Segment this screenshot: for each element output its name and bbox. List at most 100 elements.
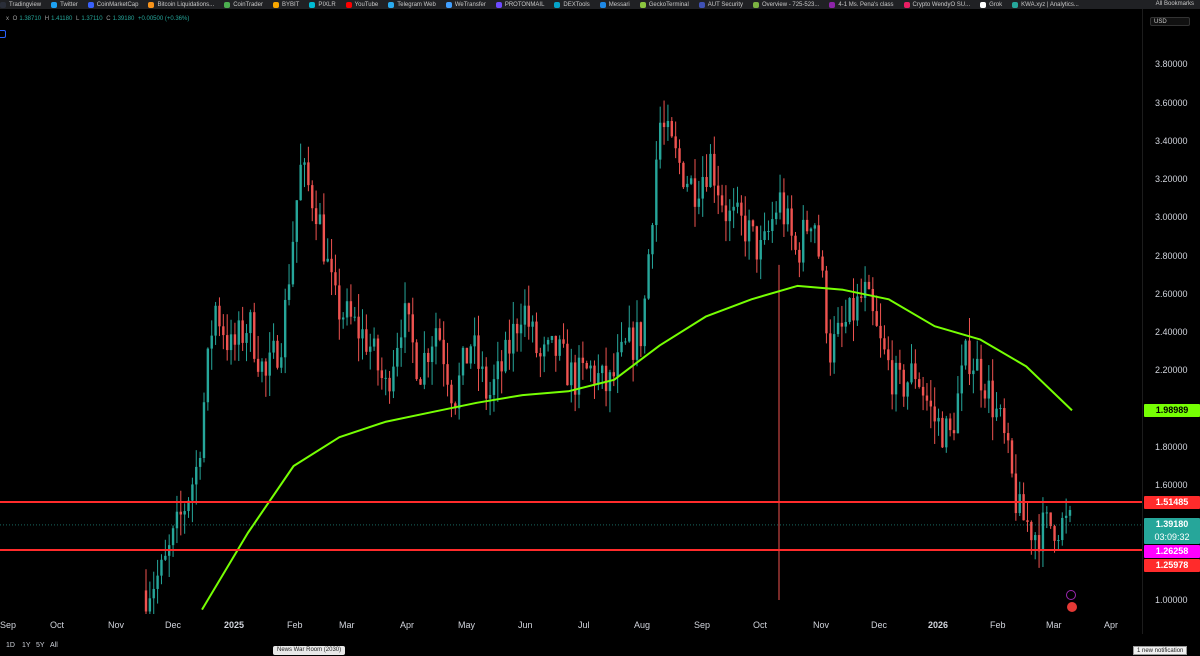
range-button[interactable]: 5Y [36,642,45,649]
candle-body [465,347,469,364]
candle-body [651,225,654,255]
price-chart[interactable] [0,9,1142,624]
candle-body [311,185,314,209]
candle-body [454,403,457,409]
last-price-badge: 1.39180 03:09:32 [1144,518,1200,544]
candle-body [848,297,851,322]
candle-body [720,195,724,206]
range-button[interactable]: 1Y [22,642,31,649]
candle-body [658,122,662,160]
candle-body [276,340,279,368]
candle-body [531,321,534,327]
candle-body [983,390,987,399]
bookmark-item[interactable]: DEXTools [554,1,590,8]
bookmark-item[interactable]: YouTube [345,1,378,8]
candle-body [550,335,554,340]
candle-body [508,339,511,354]
range-button[interactable]: All [50,642,58,649]
candle-body [1057,540,1060,542]
replay-icon[interactable] [1066,590,1076,600]
bookmark-item[interactable]: 4-1 Ms. Pena's class [829,1,894,8]
bookmark-item[interactable]: Overview - 725-523... [753,1,819,8]
resistance-line[interactable] [0,501,1142,503]
bookmark-favicon-icon [148,1,155,8]
candle-body [303,162,306,165]
candle-body [388,377,391,392]
ohlc-close: 1.39180 [112,16,135,22]
moving-average-line[interactable] [201,284,1073,611]
bookmark-item[interactable]: KWA.xyz | Analytics... [1012,1,1079,8]
bookmark-item[interactable]: CoinMarketCap [87,1,138,8]
bookmark-item[interactable]: WeTransfer [445,1,486,8]
bookmark-item[interactable]: Messari [599,1,630,8]
bookmark-item[interactable]: Crypto WendyO SU... [903,1,970,8]
candle-body [202,402,206,458]
candle-body [747,220,751,242]
bookmark-label: CoinTrader [233,1,263,8]
candle-body [620,341,623,353]
notification-popup[interactable]: 1 new notification [1133,646,1188,655]
candle-body [693,178,697,207]
bookmark-item[interactable]: Tradingview [0,1,41,8]
bookmark-item[interactable]: CoinTrader [224,1,263,8]
candle-body [976,358,979,371]
candle-body [956,393,960,434]
bookmark-item[interactable]: AUT Security [698,1,743,8]
bookmark-item[interactable]: GeckoTerminal [639,1,689,8]
candle-body [778,192,782,213]
candle-body [821,256,824,271]
bookmark-item[interactable]: Twitter [51,1,78,8]
candle-body [241,320,244,343]
events-flag-icon[interactable] [1067,602,1077,612]
candle-body [570,362,573,386]
bookmark-item[interactable]: PIXLR [309,1,336,8]
candle-body [334,272,337,286]
candle-body [496,361,500,380]
bookmark-label: Grok [989,1,1003,8]
time-tick-label: Mar [1046,620,1062,630]
bookmark-label: GeckoTerminal [648,1,689,8]
candle-body [1037,535,1041,552]
bookmark-favicon-icon [980,1,987,8]
chart-area[interactable] [0,9,1142,634]
candle-body [160,559,163,576]
support-price-badge: 1.25978 [1144,559,1200,572]
range-button[interactable]: 1D [6,642,15,649]
support-line[interactable] [0,549,1142,551]
candle-body [392,366,395,392]
bookmark-item[interactable]: BYBIT [272,1,300,8]
candle-body [492,379,496,395]
candle-body [175,511,179,529]
bookmark-item[interactable]: Grok [980,1,1003,8]
bookmark-label: WeTransfer [454,1,486,8]
price-tick-label: 3.60000 [1155,98,1188,108]
currency-select[interactable]: USD [1150,17,1190,26]
candle-body [229,334,233,351]
all-bookmarks-button[interactable]: All Bookmarks [1149,0,1194,9]
time-tick-label: Oct [50,620,65,630]
bookmark-favicon-icon [445,1,452,8]
candle-body [283,299,287,358]
candle-body [979,358,983,391]
candle-body [218,305,221,327]
price-tick-label: 3.80000 [1155,59,1188,69]
indicator-toggle-icon[interactable] [0,30,6,38]
candle-body [357,316,360,339]
candle-body [423,352,426,385]
bookmark-item[interactable]: Telegram Web [388,1,436,8]
candle-body [589,365,592,369]
candle-body [214,305,217,336]
news-tab[interactable]: News War Room (2030) [273,646,346,655]
candle-body [937,417,940,422]
bookmark-label: BYBIT [281,1,300,8]
candle-body [852,297,855,321]
bookmark-item[interactable]: Bitcoin Liquidations... [148,1,214,8]
candle-body [287,284,291,300]
candle-body [237,320,240,345]
candle-body [844,321,847,327]
candle-body [430,346,434,362]
candle-body [968,340,971,375]
candle-body [921,386,925,396]
bookmark-item[interactable]: PROTONMAIL [495,1,544,8]
candle-body [473,335,476,347]
